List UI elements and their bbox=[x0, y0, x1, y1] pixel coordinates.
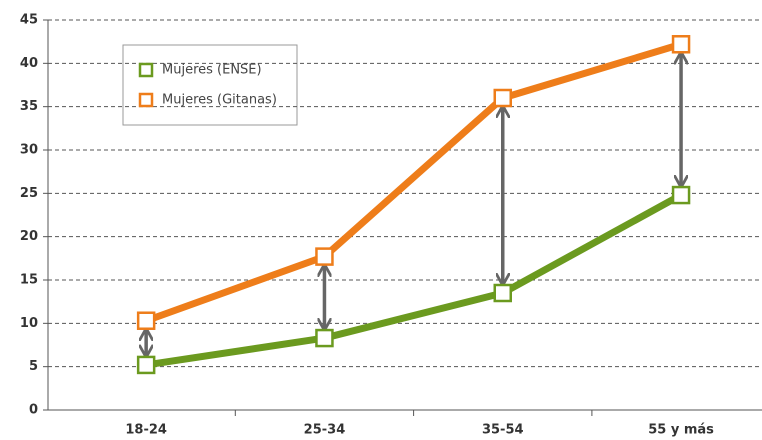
point-marker bbox=[671, 35, 691, 54]
point-marker bbox=[315, 328, 334, 348]
point-marker bbox=[136, 311, 156, 330]
y-tick-label: 30 bbox=[20, 143, 38, 158]
series-line bbox=[145, 191, 683, 369]
y-tick-label: 15 bbox=[20, 273, 38, 288]
point-marker bbox=[315, 247, 334, 266]
y-tick-label: 10 bbox=[20, 316, 38, 331]
legend-label: Mujeres (Gitanas) bbox=[162, 93, 277, 108]
point-marker bbox=[136, 355, 156, 375]
y-tick-label: 0 bbox=[29, 403, 38, 418]
point-marker bbox=[493, 283, 512, 303]
x-tick-label: 55 y más bbox=[648, 423, 714, 438]
legend-swatch bbox=[138, 92, 154, 108]
y-tick-label: 40 bbox=[20, 56, 38, 71]
legend-swatch bbox=[138, 62, 154, 78]
series-line bbox=[144, 40, 683, 325]
y-tick-label: 5 bbox=[29, 359, 38, 374]
y-tick-label: 20 bbox=[20, 229, 38, 244]
legend-box bbox=[122, 44, 298, 126]
y-tick-label: 35 bbox=[20, 99, 38, 114]
y-tick-label: 45 bbox=[20, 13, 38, 28]
legend-label: Mujeres (ENSE) bbox=[162, 63, 262, 78]
y-tick-label: 25 bbox=[20, 186, 38, 201]
x-tick-label: 35-54 bbox=[482, 423, 524, 438]
point-marker bbox=[671, 185, 691, 205]
point-marker bbox=[493, 88, 512, 108]
x-tick-label: 25-34 bbox=[304, 423, 346, 438]
x-tick-label: 18-24 bbox=[125, 423, 167, 438]
